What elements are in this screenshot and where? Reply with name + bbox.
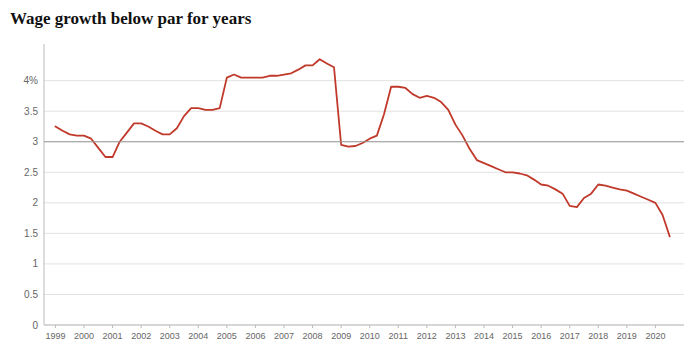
x-tick-label: 2000 — [74, 331, 94, 341]
x-tick-label: 2019 — [617, 331, 637, 341]
x-tick-label: 2005 — [217, 331, 237, 341]
x-tick-label: 2014 — [474, 331, 494, 341]
y-tick-label: 3 — [32, 136, 38, 147]
x-tick-label: 2007 — [274, 331, 294, 341]
grid-line — [44, 325, 684, 326]
grid-line — [44, 202, 684, 203]
x-tick-label: 2009 — [331, 331, 351, 341]
y-tick-label: 3.5 — [24, 106, 38, 117]
plot-area — [44, 59, 684, 236]
y-axis-line — [44, 44, 45, 325]
x-tick-label: 2002 — [131, 331, 151, 341]
x-tick-label: 2011 — [389, 331, 408, 341]
x-tick-label: 2004 — [188, 331, 208, 341]
x-tick-label: 2013 — [445, 331, 465, 341]
x-tick-label: 2017 — [560, 331, 580, 341]
grid-line — [44, 141, 684, 142]
x-tick-label: 2010 — [360, 331, 380, 341]
grid-line — [44, 111, 684, 112]
grid-line — [44, 172, 684, 173]
y-tick-label: 0 — [32, 320, 38, 331]
grid-line — [44, 294, 684, 295]
y-tick-label: 1 — [32, 258, 38, 269]
axes: 0 0.5 1 1.5 2 2.5 3 3.5 4% 1999 2000 2001 2002 2003 20… — [24, 44, 684, 341]
x-tick-label: 2001 — [103, 331, 123, 341]
x-axis-line — [44, 325, 684, 326]
line — [55, 59, 669, 236]
y-tick-label: 2.5 — [24, 167, 38, 178]
x-tick-label: 2016 — [531, 331, 551, 341]
x-tick-label: 2020 — [645, 331, 665, 341]
x-tick-label: 2015 — [503, 331, 523, 341]
y-tick-label: 1.5 — [24, 228, 38, 239]
x-tick-label: 2006 — [245, 331, 265, 341]
grid-line — [44, 80, 684, 81]
y-tick-label: 4% — [24, 75, 39, 86]
y-tick-label: 2 — [32, 197, 38, 208]
x-tick-label: 2008 — [303, 331, 323, 341]
y-tick-label: 0.5 — [24, 289, 38, 300]
title: Wage growth below par for years — [10, 9, 252, 28]
x-tick-label: 1999 — [45, 331, 65, 341]
grid — [44, 81, 684, 325]
reference-line — [44, 141, 684, 142]
x-tick-label: 2018 — [588, 331, 608, 341]
grid-line — [44, 233, 684, 234]
chart: Wage growth below par for years 0 0.5 1 1.5 2… — [0, 0, 700, 351]
x-tick-label: 2003 — [160, 331, 180, 341]
x-tick-label: 2012 — [417, 331, 437, 341]
grid-line — [44, 263, 684, 264]
